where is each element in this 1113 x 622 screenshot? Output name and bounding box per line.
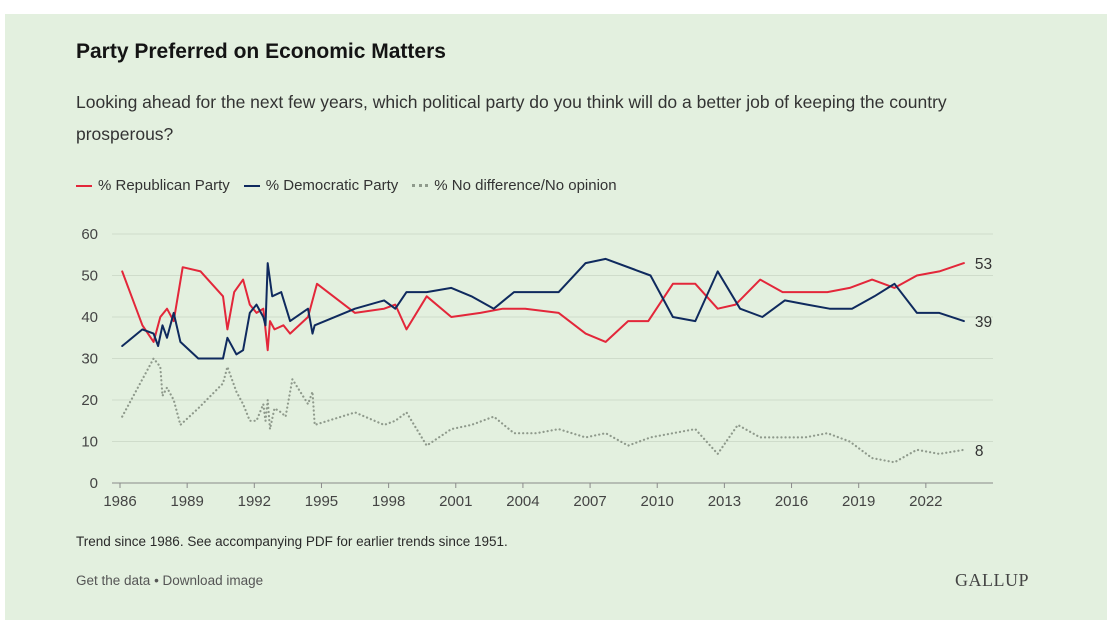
y-tick-label: 60	[81, 226, 98, 243]
x-tick-label: 2022	[909, 493, 942, 510]
series-line-republican	[121, 262, 965, 352]
x-tick-label: 2010	[641, 493, 674, 510]
x-tick-label: 2001	[439, 493, 472, 510]
y-tick-label: 30	[81, 351, 98, 368]
end-label-no-difference: 8	[975, 443, 984, 460]
x-tick-label: 2007	[573, 493, 606, 510]
legend-swatch-no-difference	[412, 184, 429, 187]
series-line-democratic	[121, 257, 965, 360]
y-axis-ticks: 0 10 20 30 40 50 60	[81, 226, 98, 492]
x-tick-label: 1998	[372, 493, 405, 510]
footer-separator: •	[150, 573, 163, 588]
legend-label-republican: % Republican Party	[98, 177, 230, 194]
y-tick-label: 50	[81, 268, 98, 285]
x-tick-label: 2013	[708, 493, 741, 510]
get-data-link[interactable]: Get the data	[76, 573, 151, 588]
y-tick-label: 40	[81, 309, 98, 326]
download-image-link[interactable]: Download image	[162, 573, 264, 588]
legend-label-democratic: % Democratic Party	[265, 177, 399, 194]
x-tick-label: 2004	[506, 493, 539, 510]
legend-item-democratic: % Democratic Party	[243, 177, 399, 194]
x-tick-label: 1992	[238, 493, 271, 510]
chart-title: Party Preferred on Economic Matters	[76, 40, 446, 63]
legend: % Republican Party % Democratic Party % …	[76, 177, 617, 194]
footer-links: Get the data • Download image	[76, 573, 263, 588]
y-tick-label: 10	[81, 434, 98, 451]
x-tick-label: 2016	[775, 493, 808, 510]
end-labels: 53 39 8	[975, 256, 992, 460]
y-tick-label: 20	[81, 392, 98, 409]
legend-item-no-difference: % No difference/No opinion	[412, 177, 617, 194]
chart-subtitle: Looking ahead for the next few years, wh…	[76, 92, 947, 144]
legend-swatch-democratic	[243, 184, 260, 187]
x-tick-label: 1995	[305, 493, 338, 510]
legend-item-republican: % Republican Party	[76, 177, 230, 194]
chart-note: Trend since 1986. See accompanying PDF f…	[76, 534, 508, 549]
gallup-logo: GALLUP	[955, 570, 1029, 590]
gridlines	[112, 233, 993, 484]
series-line-no-difference	[121, 357, 965, 464]
legend-label-no-difference: % No difference/No opinion	[434, 177, 617, 194]
y-tick-label: 0	[90, 475, 98, 492]
legend-swatch-republican	[76, 184, 92, 187]
end-label-democratic: 39	[975, 314, 992, 331]
x-tick-label: 2019	[842, 493, 875, 510]
end-label-republican: 53	[975, 256, 992, 273]
x-axis-ticks: 1986 1989 1992 1995 1998 2001 2004 2007 2010 2013…	[103, 483, 943, 510]
x-tick-label: 1986	[103, 493, 136, 510]
series-lines	[121, 257, 965, 464]
x-tick-label: 1989	[170, 493, 203, 510]
